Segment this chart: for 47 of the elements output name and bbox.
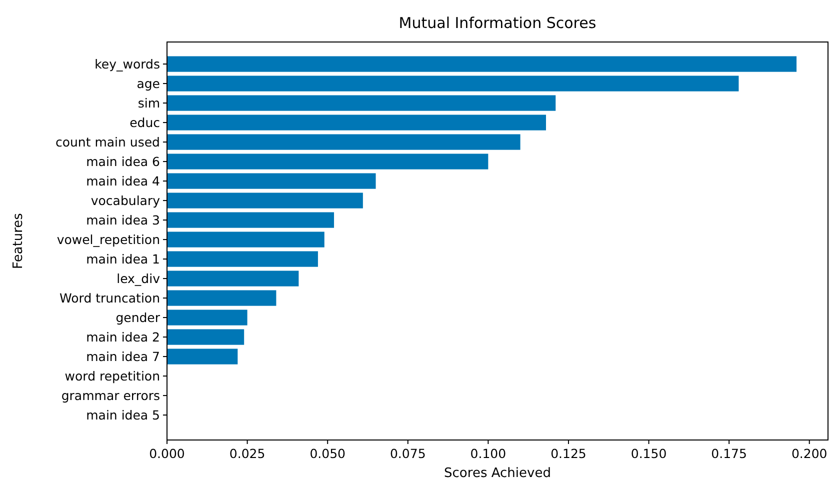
y-tick-label: vowel_repetition (56, 232, 160, 247)
x-tick-label: 0.125 (550, 446, 586, 461)
x-axis-title: Scores Achieved (444, 466, 551, 481)
y-axis-title: Features (11, 212, 26, 269)
y-tick-label: sim (138, 95, 160, 110)
y-tick-label: main idea 5 (86, 407, 160, 422)
y-tick-label: vocabulary (90, 192, 161, 208)
bar (167, 310, 248, 326)
y-tick-label: grammar errors (61, 388, 160, 403)
bar (167, 56, 797, 72)
y-tick-label: main idea 6 (86, 154, 160, 169)
bar (167, 114, 546, 130)
x-tick-label: 0.175 (711, 446, 747, 461)
bar (167, 76, 739, 92)
y-tick-label: main idea 2 (86, 329, 160, 344)
chart-title: Mutual Information Scores (398, 14, 596, 32)
x-tick-label: 0.000 (149, 446, 185, 461)
x-tick-label: 0.200 (791, 446, 828, 461)
y-tick-label: lex_div (116, 270, 161, 286)
x-tick-label: 0.075 (390, 446, 426, 461)
bar (167, 251, 318, 267)
y-tick-label: Word truncation (60, 290, 160, 306)
bar (167, 232, 324, 248)
y-tick-label: age (136, 76, 160, 91)
y-tick-label: key_words (94, 56, 160, 72)
bar (167, 192, 363, 208)
bar (167, 270, 299, 286)
bar (167, 134, 520, 150)
y-tick-label: main idea 7 (86, 348, 160, 364)
y-tick-label: word repetition (64, 368, 160, 384)
x-tick-label: 0.150 (630, 446, 667, 461)
y-tick-label: main idea 4 (86, 173, 160, 188)
y-tick-label: educ (130, 114, 160, 130)
y-tick-label: main idea 3 (86, 212, 160, 228)
y-tick-label: count main used (55, 134, 160, 150)
bar (167, 212, 334, 228)
bar (167, 290, 276, 306)
bar (167, 173, 376, 189)
bar (167, 95, 556, 111)
y-tick-label: gender (116, 310, 161, 325)
bar (167, 348, 238, 364)
x-tick-label: 0.025 (229, 446, 266, 461)
bar (167, 329, 244, 345)
x-tick-label: 0.100 (470, 446, 506, 461)
x-tick-label: 0.050 (310, 446, 346, 461)
bar (167, 154, 488, 170)
y-tick-label: main idea 1 (86, 251, 160, 266)
